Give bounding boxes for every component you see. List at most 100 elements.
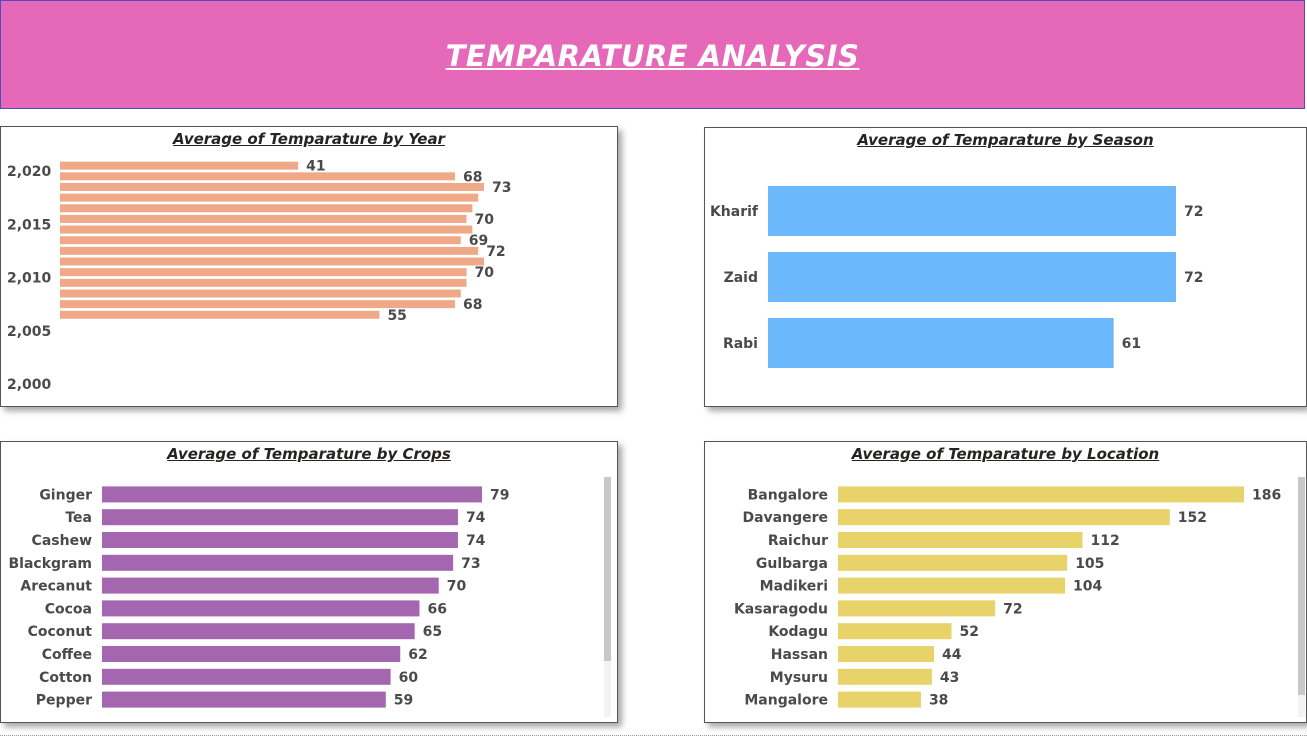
data-label: 72 — [1003, 601, 1022, 617]
data-label: 66 — [427, 601, 446, 617]
bar — [60, 289, 461, 298]
bar — [60, 236, 461, 245]
bar — [838, 532, 1083, 548]
location-chart-panel: Average of Temparature by Location Banga… — [704, 441, 1307, 723]
crops-chart-title: Average of Temparature by Crops — [167, 445, 451, 463]
data-label: 105 — [1075, 556, 1104, 572]
category-label: Hassan — [771, 647, 828, 663]
category-label: Raichur — [768, 533, 828, 549]
season-chart-panel: Average of Temparature by Season Kharif 7… — [704, 127, 1307, 407]
data-label: 70 — [447, 579, 467, 595]
crops-chart-panel: Average of Temparature by Crops Ginger 79… — [0, 441, 618, 723]
data-label: 112 — [1090, 533, 1119, 549]
axis-tick-label: 2,000 — [7, 377, 52, 393]
bar — [768, 186, 1176, 236]
category-label: Gulbarga — [756, 556, 828, 572]
data-label: 41 — [306, 159, 325, 175]
bar — [60, 193, 479, 202]
bar — [102, 486, 482, 503]
axis-tick-label: 2,005 — [7, 324, 51, 340]
bar — [838, 646, 935, 662]
location-chart: Bangalore 186 Davangere 152 Raichur 112 Gulbar… — [734, 486, 1281, 709]
category-label: Tea — [65, 510, 92, 526]
category-label: Blackgram — [9, 556, 93, 572]
data-label: 52 — [960, 624, 979, 640]
data-label: 72 — [486, 244, 505, 260]
header-banner: TEMPARATURE ANALYSIS — [0, 0, 1305, 109]
bar — [838, 486, 1244, 503]
bar — [838, 623, 952, 640]
axis-tick-label: 2,015 — [7, 217, 51, 233]
category-label: Arecanut — [20, 579, 92, 595]
bar — [838, 509, 1170, 526]
data-label: 68 — [463, 297, 482, 313]
bar — [60, 172, 455, 181]
category-label: Ginger — [39, 487, 92, 503]
bar — [102, 623, 415, 640]
bar — [60, 161, 299, 170]
location-chart-title: Average of Temparature by Location — [851, 445, 1160, 463]
bar — [60, 246, 479, 255]
category-label: Kasaragodu — [734, 601, 828, 617]
location-scrollbar-thumb[interactable] — [1298, 477, 1305, 695]
category-label: Cocoa — [45, 601, 92, 617]
category-label: Coconut — [28, 624, 93, 640]
data-label: 73 — [492, 180, 511, 196]
bar — [102, 646, 401, 662]
data-label: 65 — [423, 624, 442, 640]
category-label: Kharif — [710, 204, 759, 220]
bar — [60, 182, 484, 191]
bar — [60, 204, 473, 213]
category-label: Bangalore — [748, 487, 828, 503]
data-label: 74 — [466, 510, 486, 526]
axis-tick-label: 2,020 — [7, 164, 52, 180]
bar — [102, 577, 439, 594]
axis-tick-label: 2,010 — [7, 271, 52, 287]
data-label: 104 — [1073, 579, 1102, 595]
data-label: 60 — [399, 670, 419, 686]
data-label: 70 — [475, 265, 495, 281]
data-label: 61 — [1122, 336, 1141, 352]
category-label: Pepper — [36, 693, 92, 709]
bar — [838, 691, 921, 708]
data-label: 38 — [929, 693, 948, 709]
season-chart-title: Average of Temparature by Season — [857, 131, 1154, 149]
bar — [768, 252, 1176, 302]
data-label: 73 — [461, 556, 480, 572]
bar — [102, 532, 458, 548]
bar — [838, 554, 1068, 571]
category-label: Mangalore — [744, 693, 828, 709]
bar — [60, 257, 484, 266]
location-scrollbar[interactable] — [1298, 477, 1305, 717]
bar — [768, 318, 1114, 368]
bar — [102, 691, 386, 708]
category-label: Coffee — [42, 647, 92, 663]
bar — [102, 600, 420, 617]
data-label: 55 — [387, 308, 406, 324]
bar — [102, 554, 454, 571]
crops-scrollbar-thumb[interactable] — [604, 477, 611, 661]
bar — [60, 278, 467, 287]
bar — [60, 225, 473, 234]
bar — [838, 600, 996, 617]
category-label: Zaid — [724, 270, 758, 286]
year-chart-panel: Average of Temparature by Year 2,020 2,01… — [0, 126, 618, 407]
data-label: 79 — [490, 487, 509, 503]
category-label: Davangere — [742, 510, 828, 526]
data-label: 59 — [394, 693, 413, 709]
bar — [60, 268, 467, 277]
page-title: TEMPARATURE ANALYSIS — [445, 39, 860, 73]
data-label: 152 — [1178, 510, 1207, 526]
year-chart-title: Average of Temparature by Year — [173, 130, 445, 148]
data-label: 72 — [1184, 204, 1203, 220]
data-label: 70 — [475, 212, 495, 228]
data-label: 69 — [469, 233, 488, 249]
data-label: 68 — [463, 169, 482, 185]
category-label: Cashew — [32, 533, 93, 549]
data-label: 74 — [466, 533, 486, 549]
bar — [60, 310, 380, 319]
bar — [102, 668, 391, 685]
bar — [60, 300, 455, 309]
crops-scrollbar[interactable] — [604, 477, 611, 717]
